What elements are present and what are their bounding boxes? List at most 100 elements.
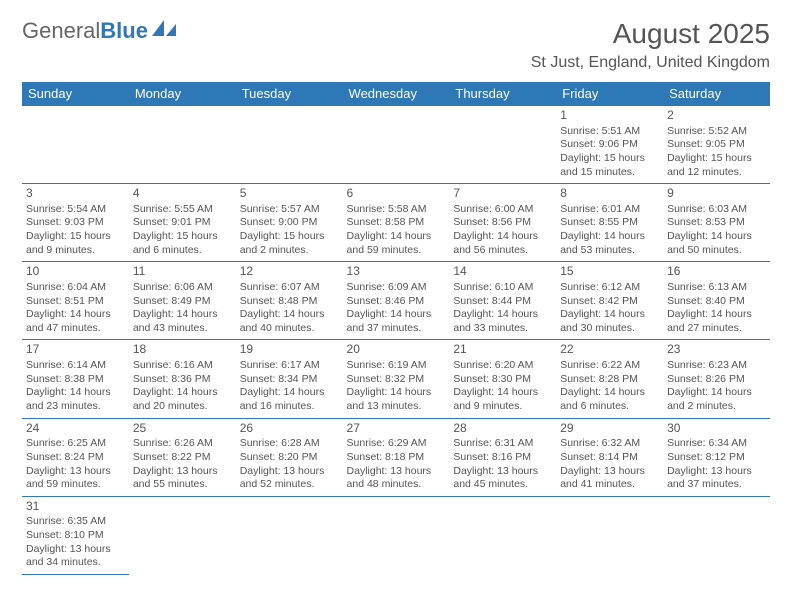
- daylight-line: Daylight: 14 hours and 13 minutes.: [347, 386, 446, 413]
- day-cell: 24Sunrise: 6:25 AMSunset: 8:24 PMDayligh…: [22, 418, 129, 496]
- day-number: 31: [26, 499, 125, 515]
- sunrise-line: Sunrise: 6:01 AM: [560, 203, 659, 217]
- day-cell: 26Sunrise: 6:28 AMSunset: 8:20 PMDayligh…: [236, 418, 343, 496]
- daylight-line: Daylight: 13 hours and 45 minutes.: [453, 465, 552, 492]
- daylight-line: Daylight: 13 hours and 34 minutes.: [26, 543, 125, 570]
- sunrise-line: Sunrise: 6:23 AM: [667, 359, 766, 373]
- day-number: 8: [560, 186, 659, 202]
- sunrise-line: Sunrise: 6:09 AM: [347, 281, 446, 295]
- sunset-line: Sunset: 8:56 PM: [453, 216, 552, 230]
- sunset-line: Sunset: 8:10 PM: [26, 529, 125, 543]
- daylight-line: Daylight: 15 hours and 6 minutes.: [133, 230, 232, 257]
- weekday-header: Tuesday: [236, 82, 343, 106]
- sunrise-line: Sunrise: 6:16 AM: [133, 359, 232, 373]
- logo-text-general: General: [22, 18, 100, 44]
- daylight-line: Daylight: 14 hours and 30 minutes.: [560, 308, 659, 335]
- daylight-line: Daylight: 14 hours and 56 minutes.: [453, 230, 552, 257]
- day-number: 10: [26, 264, 125, 280]
- day-number: 22: [560, 342, 659, 358]
- sunrise-line: Sunrise: 6:29 AM: [347, 437, 446, 451]
- sunrise-line: Sunrise: 6:31 AM: [453, 437, 552, 451]
- sunset-line: Sunset: 8:28 PM: [560, 373, 659, 387]
- empty-cell: [343, 106, 450, 184]
- daylight-line: Daylight: 14 hours and 59 minutes.: [347, 230, 446, 257]
- sunset-line: Sunset: 8:34 PM: [240, 373, 339, 387]
- sunrise-line: Sunrise: 6:12 AM: [560, 281, 659, 295]
- weekday-header: Thursday: [449, 82, 556, 106]
- sunrise-line: Sunrise: 6:07 AM: [240, 281, 339, 295]
- daylight-line: Daylight: 13 hours and 41 minutes.: [560, 465, 659, 492]
- weekday-header: Saturday: [663, 82, 770, 106]
- daylight-line: Daylight: 14 hours and 20 minutes.: [133, 386, 232, 413]
- weekday-header: Monday: [129, 82, 236, 106]
- daylight-line: Daylight: 13 hours and 55 minutes.: [133, 465, 232, 492]
- empty-cell: [449, 496, 556, 574]
- month-title: August 2025: [531, 18, 770, 50]
- sunset-line: Sunset: 8:42 PM: [560, 295, 659, 309]
- empty-cell: [236, 496, 343, 574]
- sunset-line: Sunset: 8:36 PM: [133, 373, 232, 387]
- day-number: 28: [453, 421, 552, 437]
- sunset-line: Sunset: 8:53 PM: [667, 216, 766, 230]
- day-cell: 23Sunrise: 6:23 AMSunset: 8:26 PMDayligh…: [663, 340, 770, 418]
- daylight-line: Daylight: 15 hours and 2 minutes.: [240, 230, 339, 257]
- day-number: 23: [667, 342, 766, 358]
- day-number: 2: [667, 108, 766, 124]
- sunset-line: Sunset: 9:00 PM: [240, 216, 339, 230]
- day-cell: 2Sunrise: 5:52 AMSunset: 9:05 PMDaylight…: [663, 106, 770, 184]
- weekday-header: Friday: [556, 82, 663, 106]
- day-number: 29: [560, 421, 659, 437]
- empty-cell: [22, 106, 129, 184]
- day-number: 30: [667, 421, 766, 437]
- sunrise-line: Sunrise: 6:04 AM: [26, 281, 125, 295]
- day-cell: 13Sunrise: 6:09 AMSunset: 8:46 PMDayligh…: [343, 262, 450, 340]
- daylight-line: Daylight: 13 hours and 52 minutes.: [240, 465, 339, 492]
- sunset-line: Sunset: 8:58 PM: [347, 216, 446, 230]
- day-number: 15: [560, 264, 659, 280]
- sunset-line: Sunset: 9:01 PM: [133, 216, 232, 230]
- header: GeneralBlue August 2025 St Just, England…: [22, 18, 770, 72]
- sunset-line: Sunset: 8:46 PM: [347, 295, 446, 309]
- sunset-line: Sunset: 9:03 PM: [26, 216, 125, 230]
- day-cell: 3Sunrise: 5:54 AMSunset: 9:03 PMDaylight…: [22, 184, 129, 262]
- daylight-line: Daylight: 13 hours and 59 minutes.: [26, 465, 125, 492]
- daylight-line: Daylight: 14 hours and 23 minutes.: [26, 386, 125, 413]
- weekday-header: Wednesday: [343, 82, 450, 106]
- empty-cell: [449, 106, 556, 184]
- daylight-line: Daylight: 14 hours and 47 minutes.: [26, 308, 125, 335]
- day-cell: 30Sunrise: 6:34 AMSunset: 8:12 PMDayligh…: [663, 418, 770, 496]
- day-number: 5: [240, 186, 339, 202]
- day-cell: 27Sunrise: 6:29 AMSunset: 8:18 PMDayligh…: [343, 418, 450, 496]
- sunrise-line: Sunrise: 6:14 AM: [26, 359, 125, 373]
- day-cell: 28Sunrise: 6:31 AMSunset: 8:16 PMDayligh…: [449, 418, 556, 496]
- day-cell: 16Sunrise: 6:13 AMSunset: 8:40 PMDayligh…: [663, 262, 770, 340]
- empty-cell: [343, 496, 450, 574]
- day-cell: 12Sunrise: 6:07 AMSunset: 8:48 PMDayligh…: [236, 262, 343, 340]
- calendar-body: 1Sunrise: 5:51 AMSunset: 9:06 PMDaylight…: [22, 106, 770, 575]
- sunset-line: Sunset: 8:40 PM: [667, 295, 766, 309]
- day-cell: 14Sunrise: 6:10 AMSunset: 8:44 PMDayligh…: [449, 262, 556, 340]
- day-cell: 7Sunrise: 6:00 AMSunset: 8:56 PMDaylight…: [449, 184, 556, 262]
- day-number: 6: [347, 186, 446, 202]
- day-cell: 8Sunrise: 6:01 AMSunset: 8:55 PMDaylight…: [556, 184, 663, 262]
- day-number: 16: [667, 264, 766, 280]
- daylight-line: Daylight: 14 hours and 27 minutes.: [667, 308, 766, 335]
- daylight-line: Daylight: 15 hours and 12 minutes.: [667, 152, 766, 179]
- day-number: 7: [453, 186, 552, 202]
- sunrise-line: Sunrise: 5:52 AM: [667, 125, 766, 139]
- sunrise-line: Sunrise: 5:55 AM: [133, 203, 232, 217]
- sunrise-line: Sunrise: 6:28 AM: [240, 437, 339, 451]
- day-cell: 31Sunrise: 6:35 AMSunset: 8:10 PMDayligh…: [22, 496, 129, 574]
- sunrise-line: Sunrise: 6:00 AM: [453, 203, 552, 217]
- day-number: 4: [133, 186, 232, 202]
- sunset-line: Sunset: 8:48 PM: [240, 295, 339, 309]
- empty-cell: [663, 496, 770, 574]
- sunset-line: Sunset: 8:30 PM: [453, 373, 552, 387]
- day-cell: 5Sunrise: 5:57 AMSunset: 9:00 PMDaylight…: [236, 184, 343, 262]
- day-number: 17: [26, 342, 125, 358]
- sunset-line: Sunset: 8:49 PM: [133, 295, 232, 309]
- daylight-line: Daylight: 14 hours and 43 minutes.: [133, 308, 232, 335]
- sunset-line: Sunset: 8:16 PM: [453, 451, 552, 465]
- logo-sail-icon: [152, 18, 178, 44]
- sunrise-line: Sunrise: 6:06 AM: [133, 281, 232, 295]
